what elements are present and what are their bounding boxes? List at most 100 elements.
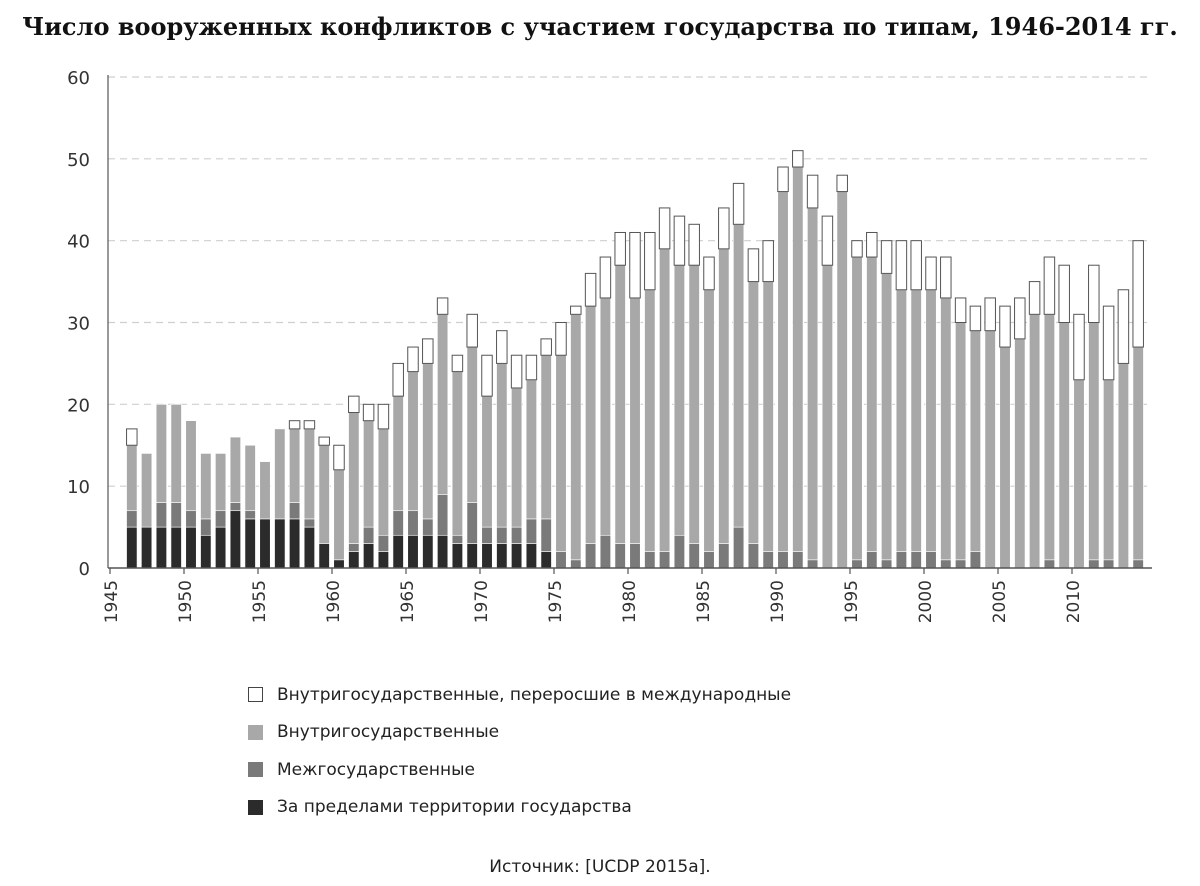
bar-2005-series-2 [999, 346, 1011, 569]
bar-1963-series-0 [377, 551, 389, 569]
bar-1990-series-2 [777, 191, 789, 552]
bar-1951-series-1 [200, 518, 212, 536]
bar-1969-series-2 [466, 346, 478, 503]
bar-1980-series-3 [629, 231, 641, 299]
bar-1984-series-2 [688, 264, 700, 544]
bar-1948-series-0 [155, 526, 167, 569]
bar-1998-series-2 [895, 289, 907, 552]
chart-title: Число вооруженных конфликтов с участием … [22, 12, 1178, 41]
bar-1975-series-2 [555, 354, 567, 552]
bar-1956-series-0 [274, 518, 286, 569]
bar-2001-series-1 [940, 559, 952, 569]
bar-1949-series-1 [170, 502, 182, 528]
bar-1986-series-1 [718, 543, 730, 569]
bar-2002-series-2 [955, 322, 967, 561]
bar-1962-series-1 [363, 526, 375, 544]
x-tick-label-1990: 1990 [768, 580, 788, 623]
bar-1986-series-2 [718, 248, 730, 544]
bar-1973-series-2 [525, 379, 537, 520]
bar-1978-series-1 [599, 534, 611, 569]
bar-1954-series-1 [244, 510, 256, 520]
bar-1979-series-2 [614, 264, 626, 544]
y-tick-label-20: 20 [67, 395, 90, 416]
bar-1966-series-3 [422, 338, 434, 364]
legend-item-intrastate-internationalized: Внутригосударственные, переросшие в межд… [248, 676, 791, 714]
bar-2006-series-3 [1014, 297, 1026, 340]
bar-1959-series-0 [318, 543, 330, 569]
bar-2001-series-2 [940, 297, 952, 561]
bar-1960-series-3 [333, 444, 345, 471]
bar-1991-series-3 [792, 150, 804, 168]
bar-1973-series-3 [525, 354, 538, 381]
bar-2007-series-2 [1029, 314, 1041, 569]
bar-1992-series-3 [806, 174, 819, 209]
bar-1984-series-3 [688, 223, 700, 266]
bar-1977-series-2 [585, 305, 597, 544]
bar-1984-series-1 [688, 543, 700, 569]
bar-2000-series-2 [925, 289, 937, 552]
bar-1978-series-3 [599, 256, 612, 299]
bar-1953-series-1 [229, 502, 241, 512]
bar-1971-series-1 [496, 526, 508, 544]
bar-1975-series-1 [555, 551, 567, 569]
bar-1973-series-0 [525, 543, 537, 569]
bar-2002-series-3 [954, 297, 967, 324]
bar-1946-series-1 [126, 510, 138, 528]
bar-1968-series-0 [451, 543, 463, 569]
legend-swatch-intrastate-internationalized [248, 687, 263, 703]
bar-1969-series-3 [466, 313, 478, 348]
y-tick-label-10: 10 [67, 477, 90, 498]
bar-2004-series-2 [984, 330, 996, 569]
bar-1968-series-2 [451, 371, 463, 536]
bar-1950-series-1 [185, 510, 197, 528]
bar-2003-series-2 [969, 330, 981, 552]
bar-1957-series-2 [289, 428, 301, 503]
bar-1965-series-3 [407, 346, 419, 373]
bar-1961-series-3 [348, 395, 360, 414]
bar-1987-series-1 [733, 526, 745, 569]
bar-1990-series-1 [777, 551, 789, 569]
bar-1967-series-0 [437, 534, 449, 569]
bar-2000-series-1 [925, 551, 937, 569]
bar-1967-series-3 [436, 297, 449, 315]
bar-1967-series-2 [437, 314, 449, 495]
bar-1988-series-1 [747, 543, 759, 569]
bar-1963-series-2 [377, 428, 389, 536]
bar-1955-series-2 [259, 461, 271, 520]
bar-1985-series-2 [703, 289, 715, 552]
bar-1997-series-2 [881, 273, 893, 561]
bar-1952-series-0 [215, 526, 227, 569]
legend-swatch-intrastate [248, 724, 263, 740]
y-tick-label-30: 30 [67, 314, 90, 335]
bar-1964-series-2 [392, 395, 404, 512]
stacked-bar-chart: 0 10 20 30 40 50 60 1945 1950 1955 1960 1965 1970 197… [67, 68, 1152, 623]
bar-1977-series-1 [585, 543, 597, 569]
bar-1960-series-2 [333, 469, 345, 561]
y-tick-label-50: 50 [67, 150, 90, 171]
bar-1961-series-2 [348, 412, 360, 544]
bar-1998-series-3 [895, 240, 908, 291]
x-tick-label-2010: 2010 [1064, 580, 1084, 623]
bar-1976-series-3 [570, 305, 582, 315]
legend-label-intrastate: Внутригосударственные [277, 722, 500, 743]
x-tick-label-1955: 1955 [250, 580, 270, 623]
bar-1991-series-1 [792, 551, 804, 569]
bar-1949-series-2 [170, 404, 182, 503]
bar-1972-series-3 [510, 354, 523, 389]
bar-1981-series-1 [644, 551, 656, 569]
bar-2014-series-3 [1132, 240, 1144, 348]
bar-1997-series-1 [881, 559, 893, 569]
bar-1995-series-2 [851, 256, 863, 561]
bar-1982-series-1 [659, 551, 671, 569]
bar-1996-series-2 [866, 256, 878, 552]
y-tick-label-60: 60 [67, 68, 90, 89]
x-tick-label-2005: 2005 [990, 580, 1010, 623]
bar-1993-series-2 [821, 264, 833, 569]
legend-label-intrastate-internationalized: Внутригосударственные, переросшие в межд… [277, 684, 792, 705]
bar-1970-series-2 [481, 395, 493, 528]
bar-1976-series-2 [570, 314, 582, 561]
bar-1966-series-0 [422, 534, 434, 569]
bar-2011-series-2 [1088, 322, 1100, 561]
x-tick-label-1980: 1980 [620, 580, 640, 623]
x-tick-label-1970: 1970 [472, 580, 492, 623]
